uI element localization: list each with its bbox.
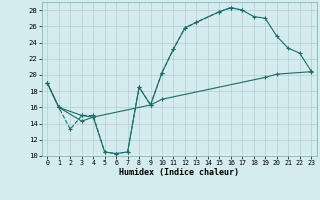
X-axis label: Humidex (Indice chaleur): Humidex (Indice chaleur) (119, 168, 239, 177)
